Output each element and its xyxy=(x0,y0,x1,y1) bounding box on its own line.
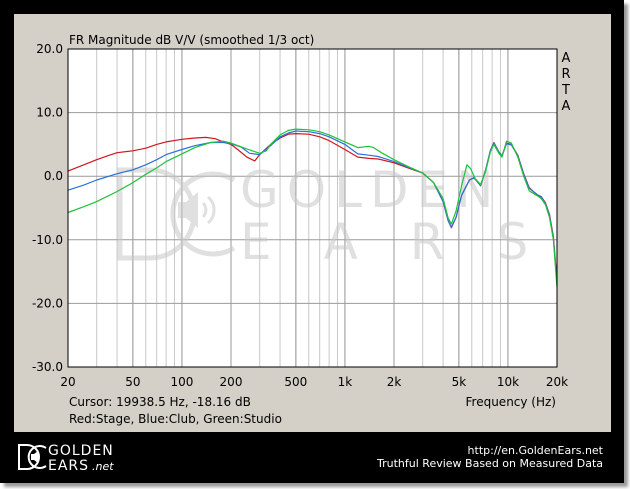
x-tick-label: 50 xyxy=(125,375,140,389)
y-tick-label: 20.0 xyxy=(36,42,63,56)
goldenears-logo: GOLDEN EARS .net xyxy=(16,439,136,475)
watermark-c-glyph xyxy=(170,171,236,257)
watermark-ears-word: EARS xyxy=(240,213,580,271)
y-tick-label: -20.0 xyxy=(32,296,63,310)
series-line-1 xyxy=(67,133,558,282)
x-axis-label: Frequency (Hz) xyxy=(466,395,557,409)
x-tick-label: 5k xyxy=(452,375,467,389)
y-tick-label: -30.0 xyxy=(32,360,63,374)
footer-tagline: Truthful Review Based on Measured Data xyxy=(377,457,603,470)
x-tick-label: 500 xyxy=(284,375,307,389)
logo-net-suffix: .net xyxy=(92,460,114,473)
x-tick-label: 200 xyxy=(220,375,243,389)
y-tick-labels: 20.0 10.0 0.0 -10.0 -20.0 -30.0 xyxy=(32,42,63,374)
watermark-golden-word: GOLDEN xyxy=(240,161,501,219)
legend-text: Red:Stage, Blue:Club, Green:Studio xyxy=(69,412,282,426)
x-tick-label: 20 xyxy=(60,375,75,389)
chart-title: FR Magnitude dB V/V (smoothed 1/3 oct) xyxy=(69,33,314,47)
x-tick-label: 2k xyxy=(387,375,402,389)
goldenears-watermark: GOLDEN EARS xyxy=(117,161,580,271)
logo-d-glyph xyxy=(18,444,40,470)
logo-golden-word: GOLDEN xyxy=(48,443,114,459)
series-line-2 xyxy=(67,130,558,285)
y-tick-label: 0.0 xyxy=(44,169,63,183)
plot-border xyxy=(67,48,558,368)
cursor-readout: Cursor: 19938.5 Hz, -18.16 dB xyxy=(69,395,251,409)
x-tick-labels: 20 50 100 200 500 1k 2k 5k 10k 20k xyxy=(60,375,568,389)
y-tick-label: -10.0 xyxy=(32,233,63,247)
logo-speaker-icon xyxy=(31,451,38,463)
x-tick-label: 20k xyxy=(546,375,568,389)
x-tick-label: 1k xyxy=(338,375,353,389)
grid-major xyxy=(68,49,557,367)
series-line-3 xyxy=(67,128,558,288)
series-group xyxy=(67,128,558,288)
logo-ears-word: EARS xyxy=(48,458,89,474)
y-tick-label: 10.0 xyxy=(36,106,63,120)
x-tick-label: 100 xyxy=(170,375,193,389)
x-tick-label: 10k xyxy=(497,375,519,389)
logo-c-glyph xyxy=(27,445,47,469)
footer-url: http://en.GoldenEars.net xyxy=(467,444,603,457)
plot-area xyxy=(68,49,557,367)
watermark-speaker-icon xyxy=(178,192,216,228)
